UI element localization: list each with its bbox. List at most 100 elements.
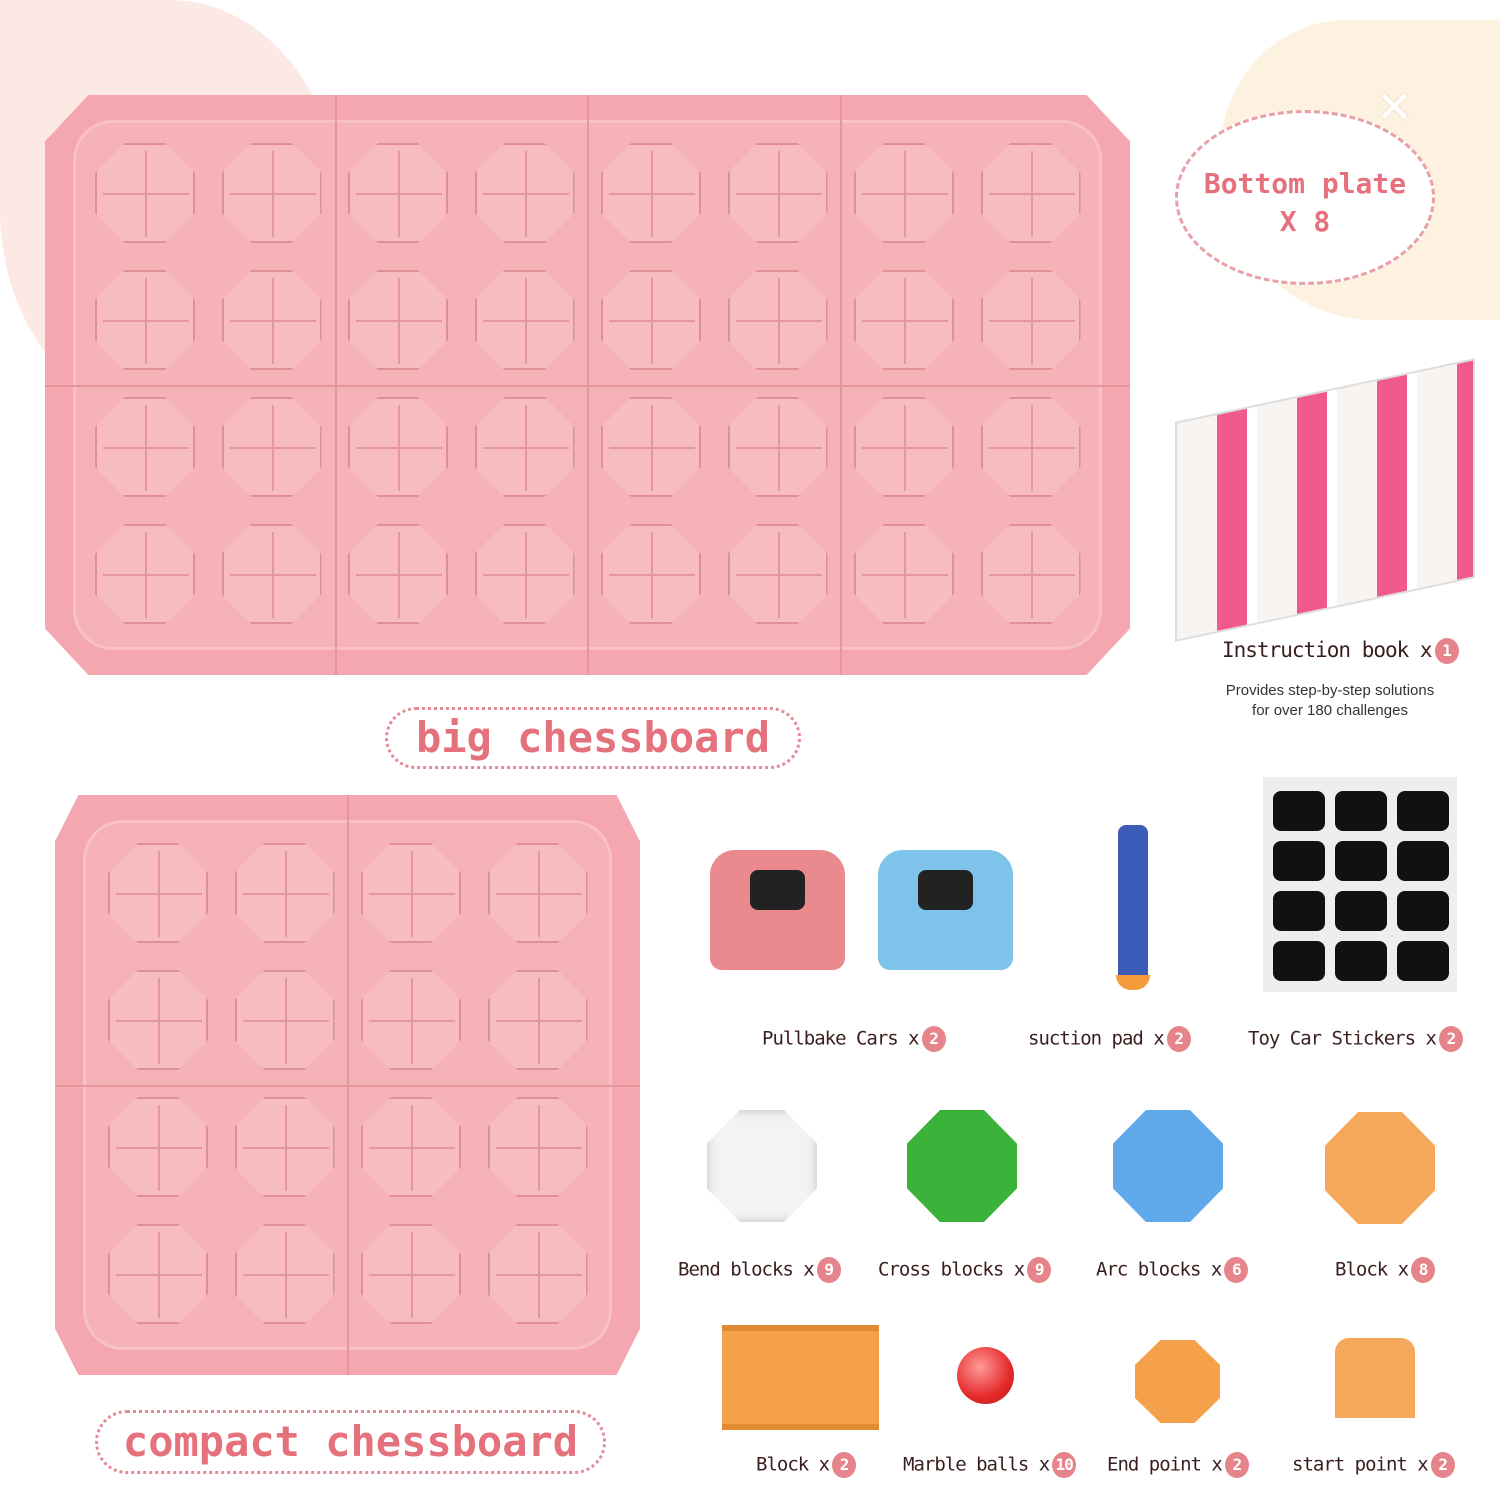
compact-chessboard-label: compact chessboard bbox=[95, 1410, 606, 1474]
board-cell bbox=[487, 843, 588, 943]
board-cell bbox=[348, 397, 448, 497]
item-name: Cross blocks x bbox=[878, 1258, 1025, 1281]
board-cell bbox=[601, 270, 701, 370]
item-name: Marble balls x bbox=[903, 1453, 1050, 1476]
board-cell bbox=[234, 970, 335, 1070]
marble-ball-image bbox=[957, 1347, 1014, 1404]
board-cell bbox=[601, 397, 701, 497]
board-cell bbox=[487, 970, 588, 1070]
board-cell bbox=[108, 843, 208, 943]
sticker-tile bbox=[1397, 891, 1449, 931]
board-cell bbox=[221, 270, 322, 370]
count-badge: 2 bbox=[1438, 1026, 1463, 1052]
board-cell bbox=[348, 143, 448, 243]
count-badge: 9 bbox=[1027, 1257, 1052, 1283]
sticker-tile bbox=[1397, 941, 1449, 981]
count-badge: 9 bbox=[816, 1257, 841, 1283]
board-cell bbox=[601, 143, 701, 243]
end-point-image bbox=[1135, 1340, 1220, 1423]
item-name: start point x bbox=[1292, 1453, 1429, 1476]
board-cell bbox=[474, 270, 575, 370]
bend-block-image bbox=[707, 1110, 817, 1222]
compact-chessboard-image bbox=[55, 795, 640, 1375]
board-cell bbox=[854, 524, 954, 624]
sticker-tile bbox=[1335, 841, 1387, 881]
board-cell bbox=[108, 1097, 208, 1197]
sticker-tile bbox=[1273, 791, 1325, 831]
big-chessboard-label: big chessboard bbox=[385, 707, 801, 769]
board-cell bbox=[854, 397, 954, 497]
big-chessboard-image bbox=[45, 95, 1130, 675]
sticker-tile bbox=[1273, 891, 1325, 931]
board-cell bbox=[95, 270, 195, 370]
item-name: Pullbake Cars x bbox=[762, 1027, 920, 1050]
board-cell bbox=[95, 143, 195, 243]
board-cell bbox=[854, 270, 954, 370]
arc-block-image bbox=[1113, 1110, 1223, 1222]
board-cell bbox=[95, 524, 195, 624]
item-name: End point x bbox=[1107, 1453, 1223, 1476]
close-x-icon: ✕ bbox=[1378, 72, 1411, 135]
count-badge: 2 bbox=[921, 1026, 946, 1052]
bottom-plate-count: X 8 bbox=[1279, 205, 1331, 238]
board-cell bbox=[221, 143, 322, 243]
instruction-book-description: Provides step-by-step solutions for over… bbox=[1225, 682, 1435, 719]
sticker-tile bbox=[1273, 841, 1325, 881]
board-cell bbox=[234, 1224, 335, 1324]
suction-cup-image bbox=[1116, 975, 1150, 990]
count-badge: 2 bbox=[832, 1452, 857, 1478]
board-cell bbox=[361, 1224, 461, 1324]
board-cell bbox=[727, 397, 828, 497]
sticker-tile bbox=[1273, 941, 1325, 981]
item-name: Block x bbox=[1335, 1258, 1409, 1281]
board-cell bbox=[980, 397, 1081, 497]
sticker-tile bbox=[1335, 891, 1387, 931]
item-name: Toy Car Stickers x bbox=[1248, 1027, 1437, 1050]
long-block-image bbox=[722, 1325, 879, 1430]
count-badge: 2 bbox=[1224, 1452, 1249, 1478]
board-cell bbox=[361, 843, 461, 943]
count-badge: 6 bbox=[1224, 1257, 1249, 1283]
pink-car-image bbox=[710, 850, 845, 970]
board-cell bbox=[348, 524, 448, 624]
board-cell bbox=[727, 524, 828, 624]
board-cell bbox=[474, 143, 575, 243]
count-badge: 10 bbox=[1052, 1452, 1077, 1478]
board-cell bbox=[361, 1097, 461, 1197]
item-name: suction pad x bbox=[1028, 1027, 1165, 1050]
item-label: Marble balls x 10 bbox=[903, 1452, 1077, 1478]
count-badge: 8 bbox=[1411, 1257, 1436, 1283]
start-point-image bbox=[1335, 1338, 1415, 1418]
board-cell bbox=[221, 524, 322, 624]
count-badge: 2 bbox=[1166, 1026, 1191, 1052]
board-cell bbox=[980, 143, 1081, 243]
suction-dart-image bbox=[1118, 825, 1148, 985]
sticker-tile bbox=[1397, 791, 1449, 831]
board-cell bbox=[487, 1097, 588, 1197]
toy-car-stickers-image bbox=[1263, 777, 1457, 992]
bottom-plate-bubble: Bottom plate X 8 bbox=[1175, 110, 1435, 285]
count-badge: 2 bbox=[1430, 1452, 1455, 1478]
item-name: Block x bbox=[756, 1453, 830, 1476]
board-cell bbox=[601, 524, 701, 624]
board-cell bbox=[108, 970, 208, 1070]
item-name: Arc blocks x bbox=[1096, 1258, 1222, 1281]
board-cell bbox=[474, 397, 575, 497]
board-cell bbox=[487, 1224, 588, 1324]
sticker-tile bbox=[1335, 941, 1387, 981]
board-cell bbox=[348, 270, 448, 370]
cross-block-image bbox=[907, 1110, 1017, 1222]
board-cell bbox=[95, 397, 195, 497]
board-cell bbox=[980, 270, 1081, 370]
board-cell bbox=[854, 143, 954, 243]
board-cell bbox=[221, 397, 322, 497]
